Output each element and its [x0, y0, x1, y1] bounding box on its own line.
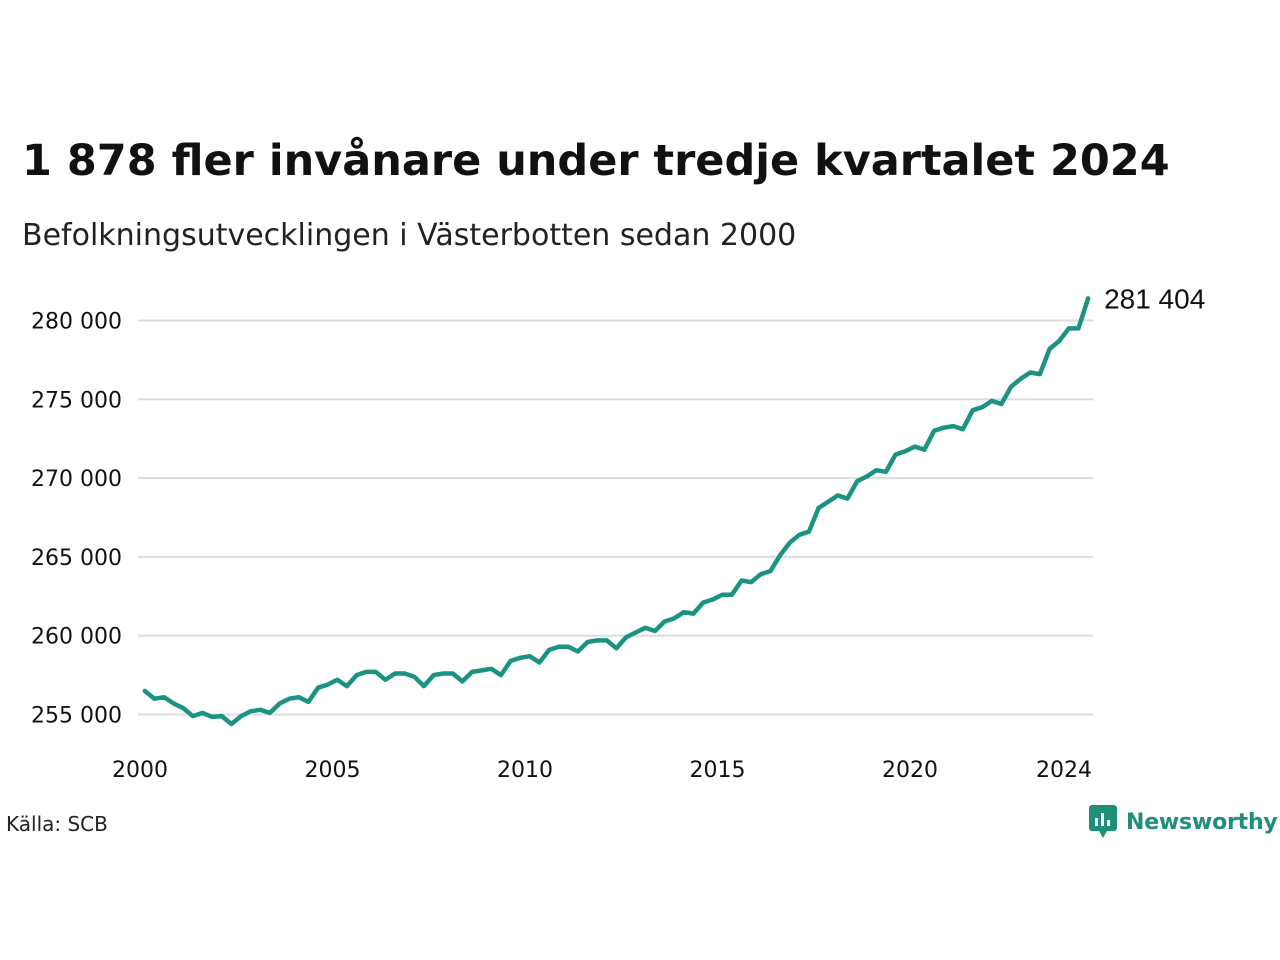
y-axis-tick-labels: 255 000 260 000 265 000 270 000 275 000 280 0…	[31, 310, 122, 729]
grid-lines	[138, 319, 1093, 716]
y-tick-label: 265 000	[31, 546, 122, 571]
series-layer	[142, 296, 1091, 727]
y-tick-label: 260 000	[31, 625, 122, 650]
x-tick-label: 2000	[112, 758, 168, 783]
x-tick-label: 2005	[305, 758, 361, 783]
y-tick-label: 280 000	[31, 310, 122, 335]
y-tick-label: 270 000	[31, 467, 122, 492]
source-note: Källa: SCB	[6, 812, 108, 836]
x-tick-label: 2015	[690, 758, 746, 783]
end-value-label: 281 404	[1104, 283, 1205, 314]
y-tick-label: 275 000	[31, 388, 122, 413]
chart-title: 1 878 fler invånare under tredje kvartal…	[22, 136, 1170, 186]
x-axis-tick-labels: 2000 2005 2010 2015 2020 2024	[112, 758, 1092, 783]
y-tick-label: 255 000	[31, 704, 122, 729]
brand-name: Newsworthy	[1126, 809, 1278, 835]
brand-logo: Newsworthy	[1088, 804, 1278, 840]
newsworthy-logo-icon	[1089, 805, 1117, 838]
population-line	[142, 296, 1091, 727]
x-tick-label: 2010	[497, 758, 553, 783]
data-labels: 281 404	[1104, 283, 1205, 314]
x-tick-label: 2020	[882, 758, 938, 783]
x-tick-label: 2024	[1036, 758, 1092, 783]
chart-subtitle: Befolkningsutvecklingen i Västerbotten s…	[22, 218, 797, 253]
